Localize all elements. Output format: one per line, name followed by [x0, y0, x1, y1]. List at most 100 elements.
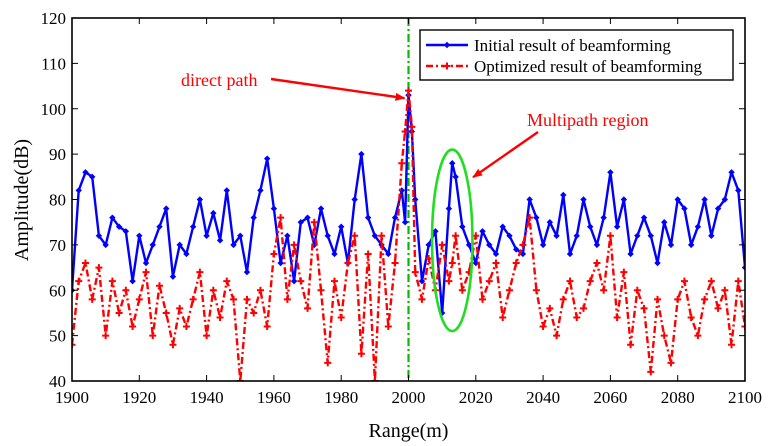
- series-optimized-point: [559, 295, 567, 303]
- series-optimized-point: [458, 286, 466, 294]
- overlay-layer: [430, 148, 474, 333]
- series-optimized-point: [448, 259, 456, 267]
- series-optimized-point: [411, 268, 419, 276]
- series-optimized-point: [640, 304, 648, 312]
- series-optimized-point: [135, 295, 143, 303]
- legend-entry-label: Initial result of beamforming: [474, 36, 671, 55]
- series-optimized-point: [620, 268, 628, 276]
- series-initial-point: [290, 277, 298, 285]
- series-optimized-point: [189, 295, 197, 303]
- y-tick-label: 110: [41, 54, 66, 73]
- series-initial-point: [223, 187, 230, 194]
- series-initial-point: [358, 150, 365, 158]
- series-optimized-point: [485, 277, 493, 285]
- series-optimized-point: [627, 341, 635, 349]
- series-optimized-point: [674, 295, 682, 303]
- series-initial-point: [560, 191, 567, 199]
- series-initial-point: [324, 232, 331, 239]
- x-tick-label: 2020: [459, 388, 493, 407]
- x-tick-label: 1940: [190, 388, 224, 407]
- tick-layer: 1900 1920 1940 1960 1980 2000 2020 2040 2060 2080…: [41, 9, 763, 407]
- series-optimized-point: [297, 277, 305, 285]
- series-initial-point: [149, 241, 156, 249]
- series-optimized-point: [519, 241, 527, 249]
- series-initial-point: [546, 218, 554, 226]
- series-optimized-point: [344, 259, 352, 267]
- series-optimized-point: [701, 295, 709, 303]
- annotation-direct-path-arrow: [270, 77, 406, 101]
- series-initial-point: [102, 241, 109, 249]
- series-optimized-point: [263, 323, 271, 331]
- series-initial-point: [735, 187, 742, 194]
- series-initial-point: [573, 232, 580, 239]
- series-optimized-point: [647, 368, 655, 376]
- series-initial-point: [459, 223, 466, 230]
- series-initial-point: [142, 259, 150, 267]
- series-optimized-point: [586, 277, 594, 285]
- series-optimized-point: [687, 313, 695, 321]
- series-initial-point: [88, 173, 96, 181]
- series-initial-point: [176, 241, 183, 249]
- series-optimized-point: [721, 286, 729, 294]
- series-initial-point: [304, 214, 311, 221]
- series-initial-point: [701, 196, 708, 203]
- series-initial-point: [499, 223, 506, 230]
- series-optimized-line: [72, 89, 745, 381]
- series-initial-point: [156, 223, 163, 230]
- series-optimized-point: [330, 277, 338, 285]
- series-initial-line: [72, 93, 745, 315]
- series-optimized-point: [405, 87, 412, 95]
- series-initial-point: [351, 196, 358, 203]
- series-optimized-point: [499, 313, 507, 321]
- series-initial-point: [714, 205, 722, 212]
- series-initial-point: [449, 160, 456, 167]
- series-initial-point: [694, 223, 702, 230]
- y-tick-label: 70: [49, 236, 66, 255]
- legend-entry-label: Optimized result of beamforming: [474, 57, 703, 76]
- series-initial-point: [109, 214, 116, 221]
- series-initial-point: [317, 205, 325, 212]
- series-initial: [72, 91, 745, 317]
- series-optimized-point: [203, 332, 211, 340]
- series-initial-point: [385, 250, 392, 258]
- legend-swatch-marker: [443, 62, 451, 70]
- x-tick-label: 1900: [55, 388, 89, 407]
- series-initial-point: [122, 228, 130, 235]
- series-initial-point: [566, 250, 574, 258]
- series-initial-point: [196, 196, 204, 203]
- series-initial-point: [75, 187, 82, 194]
- series-optimized-point: [418, 295, 426, 303]
- series-initial-point: [607, 169, 614, 176]
- series-optimized-point: [654, 295, 662, 303]
- series-optimized-point: [532, 286, 540, 294]
- series-optimized-point: [196, 268, 204, 276]
- series-initial-point: [539, 241, 547, 249]
- series-optimized-point: [149, 332, 157, 340]
- series-initial-point: [465, 241, 473, 249]
- y-tick-label: 120: [41, 9, 67, 28]
- series-optimized-point: [378, 232, 386, 240]
- series-initial-point: [257, 187, 264, 194]
- series-optimized-point: [182, 323, 190, 331]
- series-optimized-point: [741, 323, 745, 331]
- series-initial-point: [533, 214, 540, 221]
- series-initial-point: [661, 218, 668, 226]
- series-optimized-point: [512, 259, 520, 267]
- series-initial-point: [681, 205, 688, 212]
- series-initial-point: [277, 259, 284, 267]
- series-optimized-point: [155, 282, 163, 290]
- series-optimized-point: [142, 268, 150, 276]
- series-initial-point: [647, 232, 654, 239]
- series-initial-point: [263, 155, 271, 162]
- series-optimized-point: [492, 259, 500, 267]
- series-initial-point: [667, 241, 675, 249]
- y-tick-label: 50: [49, 327, 66, 346]
- series-initial-point: [512, 246, 520, 253]
- series-optimized-point: [707, 277, 715, 285]
- series-initial-point: [600, 214, 607, 221]
- series-optimized-point: [606, 232, 614, 240]
- series-initial-point: [640, 214, 648, 221]
- series-optimized-point: [593, 259, 601, 267]
- series-optimized-point: [102, 332, 110, 340]
- legend: Initial result of beamforming Optimized r…: [419, 29, 734, 81]
